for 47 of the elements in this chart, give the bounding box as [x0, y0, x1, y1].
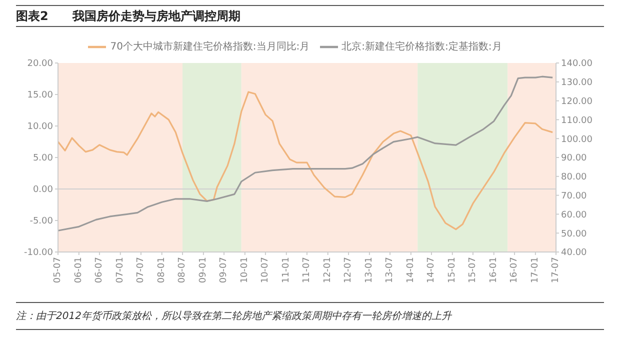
x-tick-label: 10-07 [260, 257, 270, 284]
x-tick-label: 07-07 [136, 257, 146, 284]
y2-tick-label: 90.00 [561, 154, 588, 164]
x-tick-label: 15-01 [447, 257, 458, 284]
x-tick-label: 12-01 [322, 257, 333, 284]
x-tick-label: 06-01 [74, 257, 84, 284]
y-tick-label: 15.00 [27, 90, 54, 101]
x-tick-label: 08-07 [178, 257, 188, 284]
x-tick-label: 16-01 [488, 257, 499, 284]
x-tick-label: 15-07 [468, 257, 478, 284]
y-tick-label: -10.00 [24, 248, 54, 258]
y2-tick-label: 100.00 [561, 134, 593, 145]
x-tick-label: 09-07 [219, 257, 229, 284]
x-tick-label: 17-01 [530, 257, 540, 284]
chart-title: 图表2 我国房价走势与房地产调控周期 [16, 5, 604, 27]
x-tick-label: 13-07 [385, 257, 395, 284]
x-tick-label: 11-01 [281, 257, 292, 284]
y2-tick-label: 40.00 [561, 248, 588, 258]
text: 注：由于2012年货币政策放松，所以导致在第二轮房地产紧缩政策周期中存有一轮房价增速的上升 [16, 310, 453, 323]
y-tick-label: 10.00 [27, 122, 54, 132]
y2-tick-label: 60.00 [561, 210, 588, 220]
y2-tick-label: 50.00 [561, 229, 588, 240]
y2-tick-label: 110.00 [561, 116, 593, 126]
x-tick-label: 16-07 [510, 257, 520, 284]
x-tick-label: 12-07 [344, 257, 354, 284]
x-tick-label: 14-01 [406, 257, 416, 284]
x-tick-label: 11-07 [302, 257, 312, 284]
legend-label: 北京:新建住宅价格指数:定基指数:月 [342, 42, 502, 53]
x-tick-label: 06-07 [94, 257, 104, 284]
x-tick-label: 05-07 [53, 257, 63, 284]
y-tick-label: -5.00 [30, 216, 54, 227]
y-tick-label: 20.00 [27, 59, 54, 70]
y-tick-label: 5.00 [32, 154, 54, 164]
y-tick-label: 0.00 [32, 185, 54, 196]
y2-tick-label: 120.00 [561, 96, 593, 107]
y2-tick-label: 140.00 [561, 59, 593, 70]
x-tick-label: 13-01 [364, 257, 374, 284]
x-tick-label: 14-07 [426, 257, 436, 284]
y2-tick-label: 130.00 [561, 78, 593, 88]
y2-tick-label: 80.00 [561, 172, 588, 183]
x-tick-label: 10-01 [240, 257, 250, 284]
x-tick-label: 17-07 [551, 257, 561, 284]
x-tick-label: 08-01 [156, 257, 167, 284]
legend-label: 70个大中城市新建住宅价格指数:当月同比:月 [110, 42, 310, 53]
y2-tick-label: 70.00 [561, 191, 588, 202]
x-tick-label: 07-01 [115, 257, 126, 284]
x-tick-label: 09-01 [198, 257, 208, 284]
